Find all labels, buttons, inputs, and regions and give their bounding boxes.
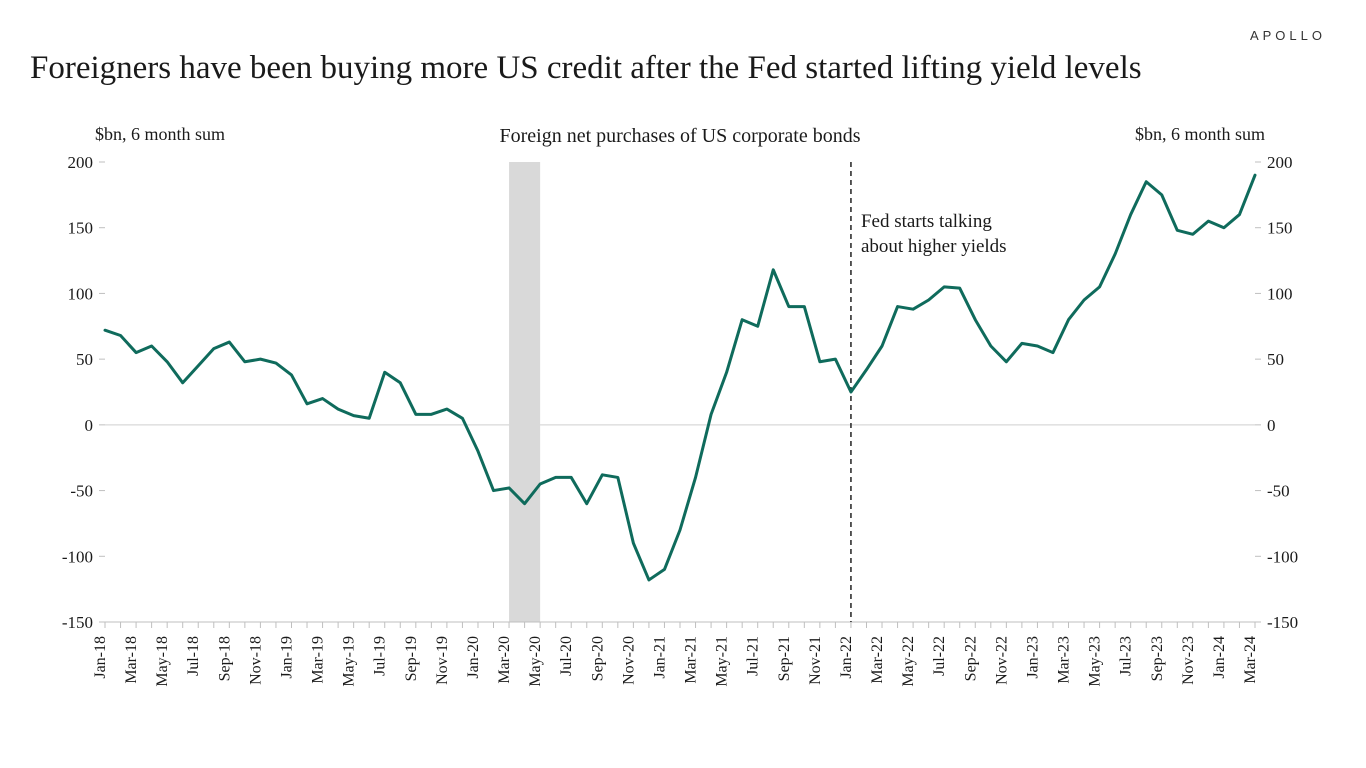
x-tick-label: Sep-18 [216,636,233,681]
x-tick-label: Jul-21 [745,636,762,676]
chart-container: -150 -150 -100 -100 -50 -50 0 0 50 50 100 100 150 150… [30,112,1330,732]
x-tick-label: May-20 [527,636,544,687]
x-tick-label: May-23 [1087,636,1104,687]
svg-text:$bn, 6 month sum: $bn, 6 month sum [1135,124,1265,144]
svg-text:-100: -100 [1267,547,1298,566]
svg-text:150: 150 [68,219,94,238]
x-tick-label: Nov-21 [807,636,824,685]
x-tick-label: May-19 [341,636,358,687]
x-tick-label: Jan-23 [1024,636,1041,679]
svg-text:-150: -150 [1267,613,1298,632]
svg-text:-50: -50 [70,482,93,501]
svg-text:200: 200 [1267,153,1293,172]
chart-title: Foreigners have been buying more US cred… [30,50,1142,87]
x-tick-label: Nov-20 [620,636,637,685]
x-tick-label: Sep-19 [403,636,420,681]
line-chart: -150 -150 -100 -100 -50 -50 0 0 50 50 100 100 150 150… [30,112,1330,732]
svg-text:50: 50 [1267,350,1284,369]
x-tick-label: Jul-20 [558,636,575,676]
x-tick-label: Jul-19 [372,636,389,676]
x-tick-label: Jul-22 [931,636,948,676]
data-series-line [105,175,1255,580]
x-tick-label: Sep-20 [589,636,606,681]
x-tick-label: Jan-19 [278,636,295,679]
x-tick-label: Mar-19 [310,636,327,684]
svg-text:200: 200 [68,153,94,172]
x-tick-label: Nov-19 [434,636,451,685]
x-tick-label: Mar-20 [496,636,513,684]
svg-text:50: 50 [76,350,93,369]
x-tick-label: Nov-22 [993,636,1010,685]
svg-text:150: 150 [1267,219,1293,238]
svg-text:100: 100 [68,284,94,303]
svg-text:$bn, 6 month sum: $bn, 6 month sum [95,124,225,144]
x-tick-label: Mar-22 [869,636,886,684]
svg-text:-150: -150 [62,613,93,632]
x-tick-label: Jul-18 [185,636,202,676]
svg-text:100: 100 [1267,284,1293,303]
x-tick-label: Sep-21 [776,636,793,681]
x-tick-label: Jul-23 [1118,636,1135,676]
x-tick-label: Mar-18 [123,636,140,684]
x-tick-label: May-18 [154,636,171,687]
x-tick-label: Jan-22 [838,636,855,679]
x-tick-label: May-22 [900,636,917,687]
x-tick-label: Jan-24 [1211,636,1228,679]
svg-text:-100: -100 [62,547,93,566]
x-tick-label: Mar-24 [1242,636,1259,684]
svg-text:0: 0 [1267,416,1276,435]
x-tick-label: Mar-21 [683,636,700,684]
x-tick-label: Sep-22 [962,636,979,681]
x-tick-label: Jan-18 [92,636,109,679]
x-tick-label: Nov-18 [247,636,264,685]
svg-text:about higher yields: about higher yields [861,236,1007,257]
svg-text:Foreign net purchases of US co: Foreign net purchases of US corporate bo… [499,125,860,147]
x-tick-label: Mar-23 [1056,636,1073,684]
svg-text:Fed starts talking: Fed starts talking [861,211,992,232]
x-tick-label: Sep-23 [1149,636,1166,681]
x-tick-label: Jan-20 [465,636,482,679]
svg-text:0: 0 [85,416,94,435]
svg-text:-50: -50 [1267,482,1290,501]
x-tick-label: Jan-21 [651,636,668,679]
brand-logo: APOLLO [1250,28,1326,43]
x-tick-label: May-21 [714,636,731,687]
x-tick-label: Nov-23 [1180,636,1197,685]
